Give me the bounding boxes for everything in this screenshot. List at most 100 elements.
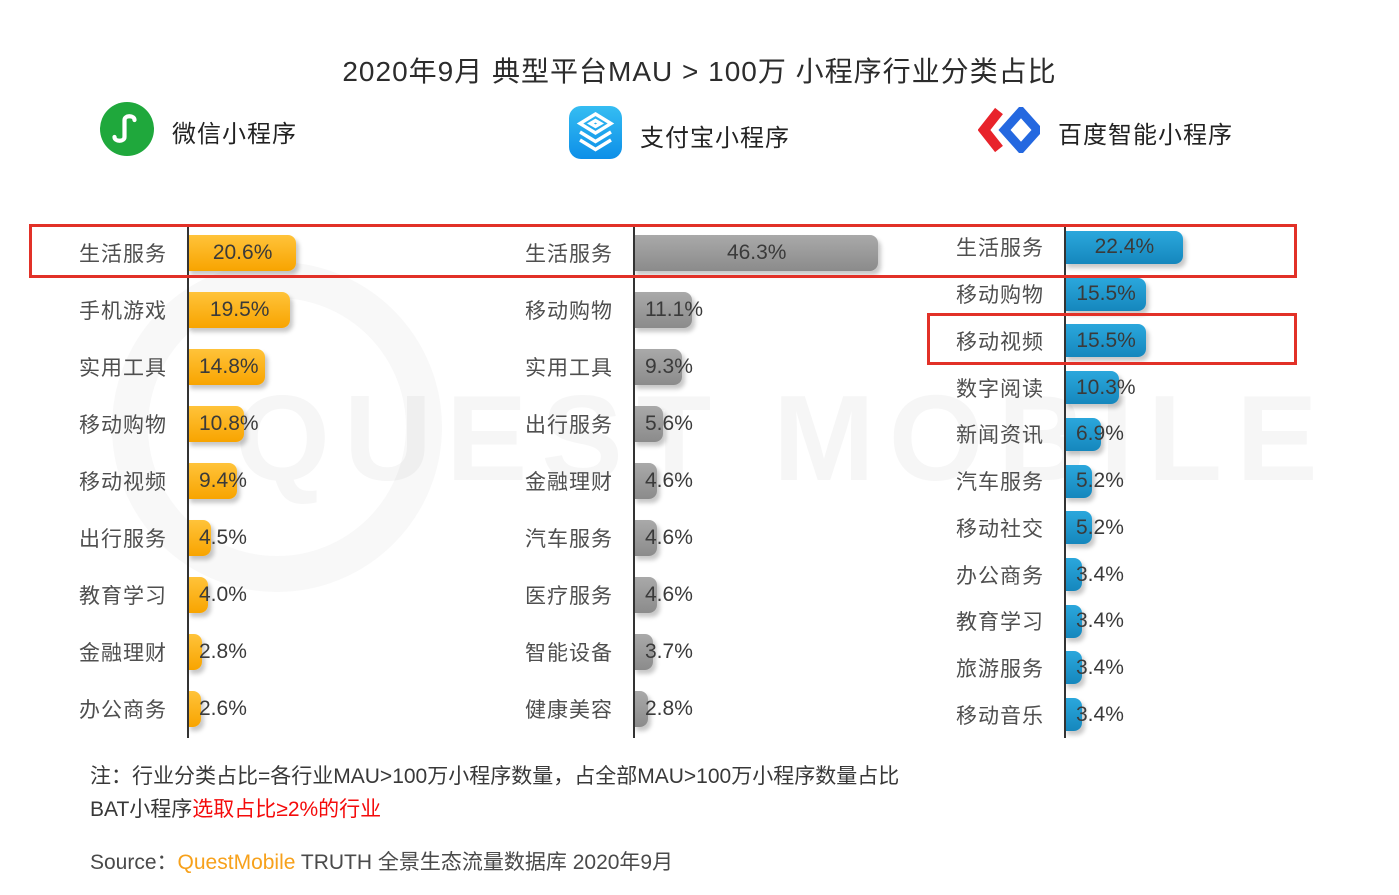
- bar-zone: 3.4%: [1064, 604, 1385, 638]
- category-label: 生活服务: [79, 242, 167, 266]
- bar-row: 手机游戏 19.5%: [30, 281, 470, 338]
- bar-value: 5.2%: [1076, 469, 1124, 493]
- bar-value: 14.8%: [199, 354, 259, 378]
- bar-row: 教育学习 4.0%: [30, 567, 470, 624]
- bar-zone: 22.4%: [1064, 230, 1385, 264]
- bar-zone: 5.2%: [1064, 464, 1385, 498]
- bar-row: 新闻资讯 6.9%: [915, 411, 1385, 458]
- bar: 15.5%: [1064, 277, 1147, 311]
- bar-zone: 5.2%: [1064, 511, 1385, 545]
- bar: 2.6%: [187, 691, 247, 728]
- category-label: 健康美容: [525, 699, 613, 723]
- bar: 4.6%: [633, 577, 693, 614]
- bar: 6.9%: [1064, 417, 1124, 451]
- bar-value: 9.4%: [199, 468, 247, 492]
- bar-zone: 4.6%: [633, 520, 915, 557]
- bar-row: 实用工具 9.3%: [470, 338, 915, 395]
- bar: 10.3%: [1064, 371, 1136, 405]
- bar: 5.2%: [1064, 511, 1124, 545]
- bar-value: 6.9%: [1076, 422, 1124, 446]
- bar: 3.4%: [1064, 604, 1124, 638]
- bar-zone: 19.5%: [187, 291, 470, 328]
- platform-column-3: 生活服务 22.4% 移动购物 15.5% 移动视频 15.5% 数字阅读 10.3% 新闻资讯…: [915, 224, 1385, 738]
- bar-zone: 2.6%: [187, 691, 470, 728]
- bar-row: 教育学习 3.4%: [915, 598, 1385, 645]
- bar-value: 10.8%: [199, 411, 259, 435]
- bar-value: 4.6%: [645, 526, 693, 550]
- bar-value: 2.8%: [199, 640, 247, 664]
- bar: 4.6%: [633, 520, 693, 557]
- category-label: 智能设备: [525, 642, 613, 666]
- axis-line: [187, 224, 189, 738]
- category-label: 实用工具: [525, 356, 613, 380]
- category-label: 新闻资讯: [956, 424, 1044, 448]
- bar: 2.8%: [187, 634, 247, 671]
- bar-row: 医疗服务 4.6%: [470, 567, 915, 624]
- bar-row: 生活服务 20.6%: [30, 224, 470, 281]
- category-label: 出行服务: [525, 413, 613, 437]
- category-label: 汽车服务: [956, 471, 1044, 495]
- bar-row: 实用工具 14.8%: [30, 338, 470, 395]
- bar-value: 3.4%: [1076, 702, 1124, 726]
- category-label: 移动购物: [956, 284, 1044, 308]
- bar-value: 3.7%: [645, 640, 693, 664]
- bar-row: 出行服务 5.6%: [470, 395, 915, 452]
- category-label: 出行服务: [79, 528, 167, 552]
- bar-value: 3.4%: [1076, 655, 1124, 679]
- bar-row: 移动购物 15.5%: [915, 271, 1385, 318]
- bar-zone: 20.6%: [187, 234, 470, 271]
- bar-value: 9.3%: [645, 354, 693, 378]
- category-label: 数字阅读: [956, 377, 1044, 401]
- source-rest: TRUTH 全景生态流量数据库 2020年9月: [295, 851, 674, 874]
- bar-value: 2.8%: [645, 697, 693, 721]
- bar-value: 3.4%: [1076, 609, 1124, 633]
- bar-zone: 3.4%: [1064, 651, 1385, 685]
- wechat-miniprogram-icon: [100, 102, 154, 161]
- bar-value: 4.5%: [199, 526, 247, 550]
- platform-column-1: 生活服务 20.6% 手机游戏 19.5% 实用工具 14.8% 移动购物 10.8% 移动视频…: [30, 224, 470, 738]
- bar-row: 移动视频 15.5%: [915, 317, 1385, 364]
- bar-row: 数字阅读 10.3%: [915, 364, 1385, 411]
- bar: 5.2%: [1064, 464, 1124, 498]
- bar-value: 4.6%: [645, 468, 693, 492]
- category-label: 教育学习: [79, 585, 167, 609]
- bar-row: 智能设备 3.7%: [470, 624, 915, 681]
- bar-row: 汽车服务 5.2%: [915, 458, 1385, 505]
- bar-value: 22.4%: [1094, 235, 1155, 259]
- platform-column-2: 生活服务 46.3% 移动购物 11.1% 实用工具 9.3% 出行服务 5.6% 金融理财 4.…: [470, 224, 915, 738]
- bar-zone: 15.5%: [1064, 277, 1385, 311]
- bar-zone: 15.5%: [1064, 324, 1385, 358]
- category-label: 金融理财: [79, 642, 167, 666]
- bar-value: 15.5%: [1076, 328, 1136, 352]
- bar: 4.0%: [187, 577, 247, 614]
- bar-zone: 3.4%: [1064, 698, 1385, 732]
- bar: 4.6%: [633, 462, 693, 499]
- bar-zone: 4.5%: [187, 520, 470, 557]
- bar-value: 46.3%: [726, 240, 787, 264]
- category-label: 实用工具: [79, 356, 167, 380]
- bar-value: 20.6%: [212, 240, 273, 264]
- bar-zone: 4.6%: [633, 577, 915, 614]
- bar-zone: 6.9%: [1064, 417, 1385, 451]
- bar-value: 10.3%: [1076, 375, 1136, 399]
- bar-row: 生活服务 22.4%: [915, 224, 1385, 271]
- bar-zone: 10.3%: [1064, 371, 1385, 405]
- source-label: Source：: [90, 851, 178, 874]
- bar-row: 办公商务 3.4%: [915, 551, 1385, 598]
- category-label: 移动社交: [956, 517, 1044, 541]
- category-label: 移动视频: [956, 330, 1044, 354]
- bar-row: 移动购物 11.1%: [470, 281, 915, 338]
- questmobile-text-watermark: QUEST MOBILE: [235, 370, 1332, 506]
- bar-value: 11.1%: [645, 297, 703, 321]
- bar: 4.5%: [187, 520, 247, 557]
- bar-row: 金融理财 4.6%: [470, 452, 915, 509]
- bar-row: 金融理财 2.8%: [30, 624, 470, 681]
- bar: 11.1%: [633, 291, 703, 328]
- category-label: 移动视频: [79, 470, 167, 494]
- bar-value: 3.4%: [1076, 562, 1124, 586]
- category-label: 办公商务: [79, 699, 167, 723]
- bar: 3.4%: [1064, 651, 1124, 685]
- bar-row: 出行服务 4.5%: [30, 510, 470, 567]
